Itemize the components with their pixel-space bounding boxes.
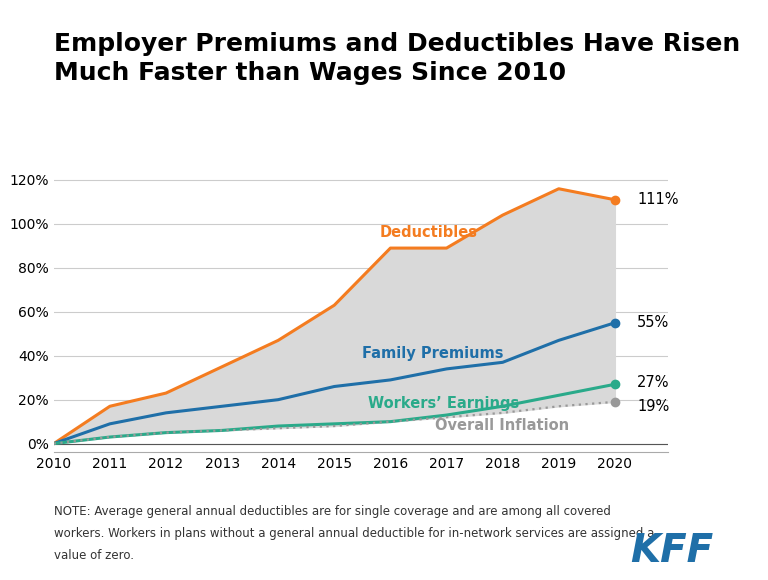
Text: KFF: KFF (631, 532, 713, 570)
Text: Much Faster than Wages Since 2010: Much Faster than Wages Since 2010 (54, 61, 566, 85)
Text: Overall Inflation: Overall Inflation (435, 418, 569, 433)
Text: 111%: 111% (637, 192, 679, 207)
Text: 27%: 27% (637, 375, 670, 390)
Text: 19%: 19% (637, 399, 670, 414)
Text: 55%: 55% (637, 316, 670, 330)
Text: Family Premiums: Family Premiums (362, 346, 504, 361)
Text: Workers’ Earnings: Workers’ Earnings (368, 397, 519, 411)
Text: Deductibles: Deductibles (379, 225, 477, 240)
Text: workers. Workers in plans without a general annual deductible for in-network ser: workers. Workers in plans without a gene… (54, 527, 654, 539)
Text: Employer Premiums and Deductibles Have Risen: Employer Premiums and Deductibles Have R… (54, 32, 740, 56)
Text: NOTE: Average general annual deductibles are for single coverage and are among a: NOTE: Average general annual deductibles… (54, 505, 611, 517)
Text: value of zero.: value of zero. (54, 549, 134, 561)
